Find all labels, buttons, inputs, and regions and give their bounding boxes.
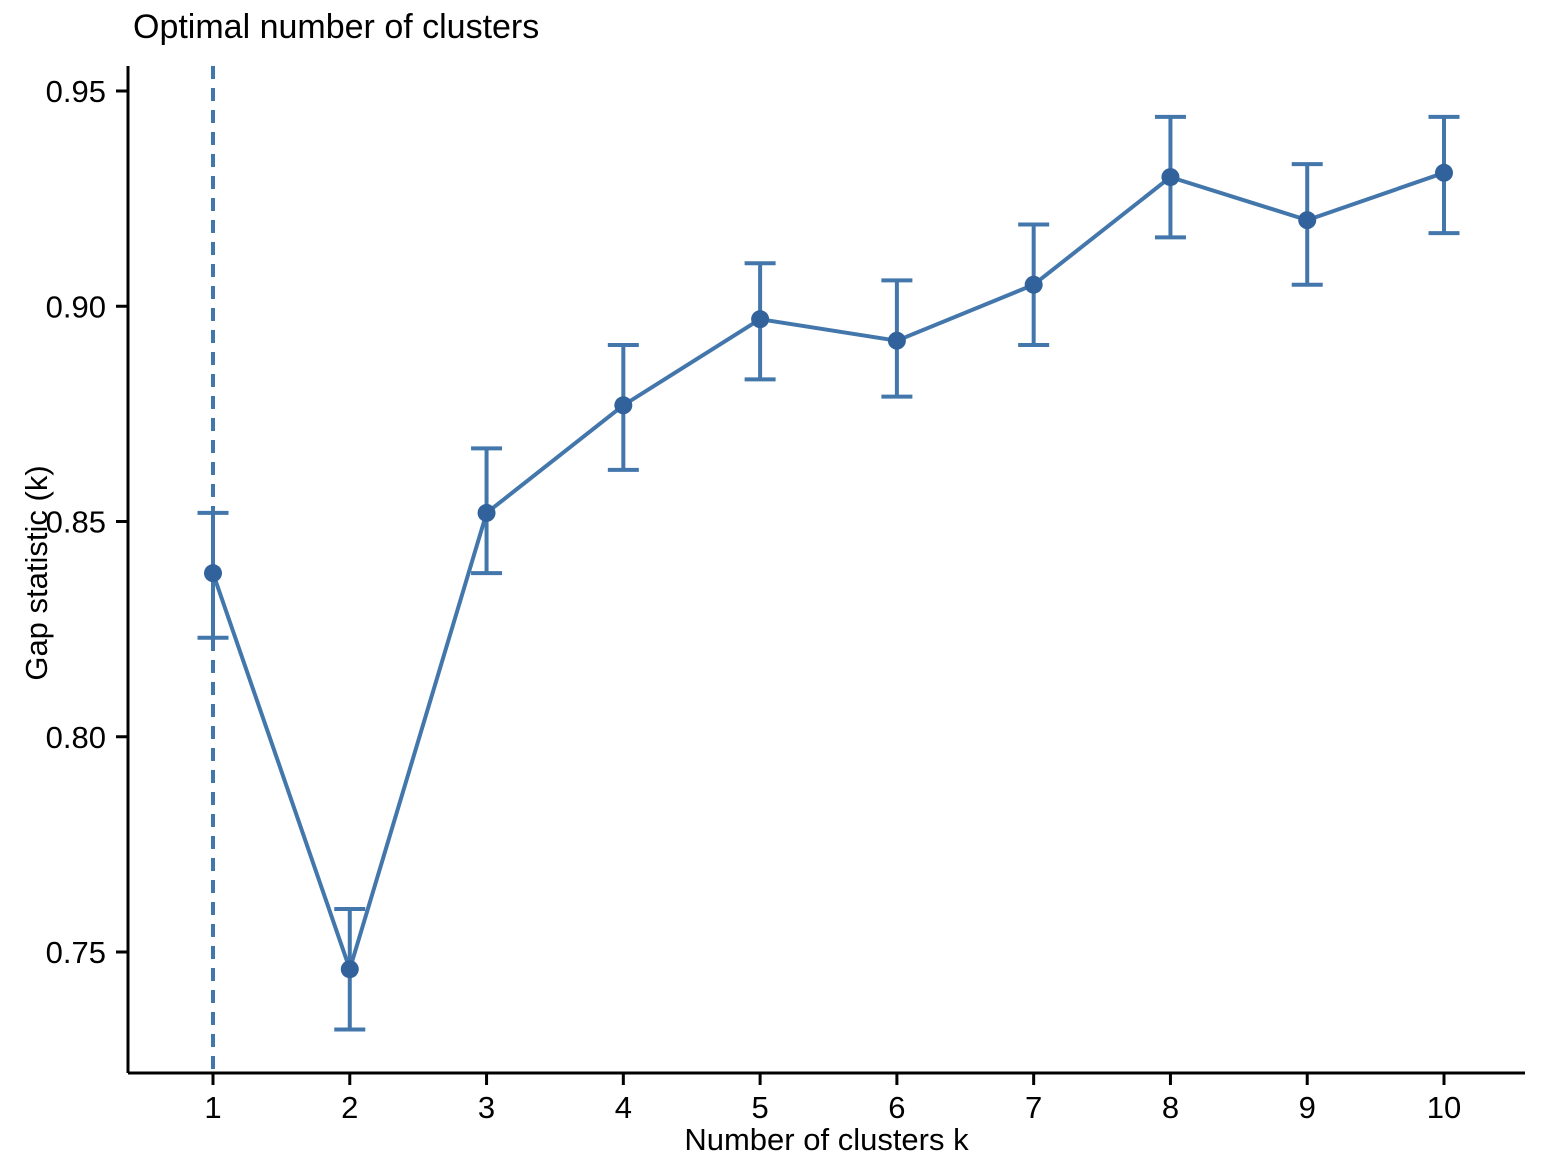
data-point [1161, 168, 1180, 187]
x-tick-label: 10 [1427, 1090, 1461, 1125]
x-tick-label: 6 [888, 1090, 905, 1125]
gap-statistic-line [211, 170, 1445, 972]
x-axis-title: Number of clusters k [684, 1122, 969, 1157]
x-tick-label: 4 [615, 1090, 632, 1125]
y-tick-label: 0.80 [46, 720, 106, 755]
y-tick-label: 0.95 [46, 74, 106, 109]
data-point [1298, 211, 1317, 230]
x-tick-label: 2 [341, 1090, 358, 1125]
data-point [887, 331, 906, 350]
x-tick-label: 5 [751, 1090, 768, 1125]
x-tick-label: 7 [1025, 1090, 1042, 1125]
x-tick-label: 3 [478, 1090, 495, 1125]
data-point [204, 564, 222, 583]
x-tick-label: 8 [1162, 1090, 1179, 1125]
data-point [1435, 163, 1453, 182]
data-point [614, 396, 633, 415]
y-tick-label: 0.85 [46, 505, 106, 540]
data-point [751, 310, 770, 329]
y-tick-label: 0.75 [46, 935, 106, 970]
data-point [477, 503, 496, 522]
x-tick-label: 1 [204, 1090, 221, 1125]
y-tick-label: 0.90 [46, 289, 106, 324]
data-point [340, 960, 359, 979]
chart-title: Optimal number of clusters [133, 8, 540, 46]
data-point [1024, 275, 1043, 294]
x-tick-label: 9 [1299, 1090, 1316, 1125]
